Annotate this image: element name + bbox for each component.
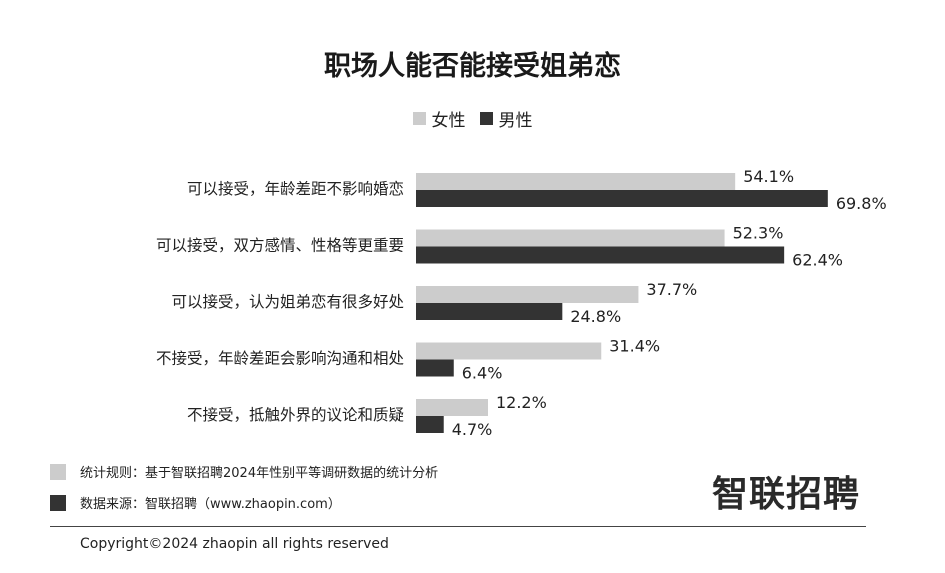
legend: 女性 男性: [0, 106, 945, 131]
data-label-male: 6.4%: [462, 364, 503, 383]
note-source-text: 数据来源：智联招聘（www.zhaopin.com）: [80, 497, 341, 512]
category-label: 不接受，年龄差距会影响沟通和相处: [156, 350, 404, 368]
data-label-female: 37.7%: [646, 280, 697, 299]
legend-label-male: 男性: [498, 111, 533, 131]
data-label-male: 62.4%: [792, 251, 843, 270]
bar-male: [416, 303, 563, 320]
data-label-female: 54.1%: [743, 167, 794, 186]
data-label-male: 24.8%: [570, 307, 621, 326]
bar-female: [416, 286, 639, 303]
note-rule: 统计规则：基于智联招聘2024年性别平等调研数据的统计分析: [50, 462, 438, 481]
note-rule-swatch: [50, 463, 66, 480]
bar-male: [416, 416, 444, 433]
chart-title: 职场人能否能接受姐弟恋: [324, 51, 621, 82]
category-label: 可以接受，认为姐弟恋有很多好处: [171, 292, 404, 311]
legend-item-male: 男性: [479, 106, 533, 131]
bar-chart: 可以接受，年龄差距不影响婚恋 54.1% 69.8% 可以接受，双方感情、性格等更重要…: [156, 167, 887, 439]
legend-label-female: 女性: [431, 111, 466, 131]
bar-male: [416, 246, 785, 264]
legend-swatch-male: [479, 112, 493, 125]
bar-female: [416, 229, 725, 247]
category-label: 可以接受，年龄差距不影响婚恋: [187, 179, 404, 198]
legend-swatch-female: [412, 112, 426, 125]
zhaopin-logo: 智联招聘: [712, 474, 861, 515]
note-source: 数据来源：智联招聘（www.zhaopin.com）: [50, 493, 341, 512]
bar-female: [416, 342, 602, 360]
category-label: 不接受，抵触外界的议论和质疑: [187, 406, 404, 424]
copyright: Copyright©2024 zhaopin all rights reserv…: [80, 536, 389, 552]
bar-female: [416, 173, 736, 190]
bar-male: [416, 190, 828, 207]
data-label-female: 12.2%: [496, 393, 547, 412]
note-source-swatch: [50, 494, 66, 511]
legend-item-female: 女性: [412, 106, 466, 131]
note-rule-text: 统计规则：基于智联招聘2024年性别平等调研数据的统计分析: [80, 466, 439, 481]
footer-divider: [50, 526, 866, 527]
data-label-female: 31.4%: [609, 337, 660, 356]
data-label-male: 69.8%: [836, 194, 887, 213]
category-label: 可以接受，双方感情、性格等更重要: [156, 237, 404, 255]
bar-male: [416, 359, 454, 377]
data-label-male: 4.7%: [452, 420, 493, 439]
data-label-female: 52.3%: [733, 224, 784, 243]
bar-female: [416, 399, 488, 416]
